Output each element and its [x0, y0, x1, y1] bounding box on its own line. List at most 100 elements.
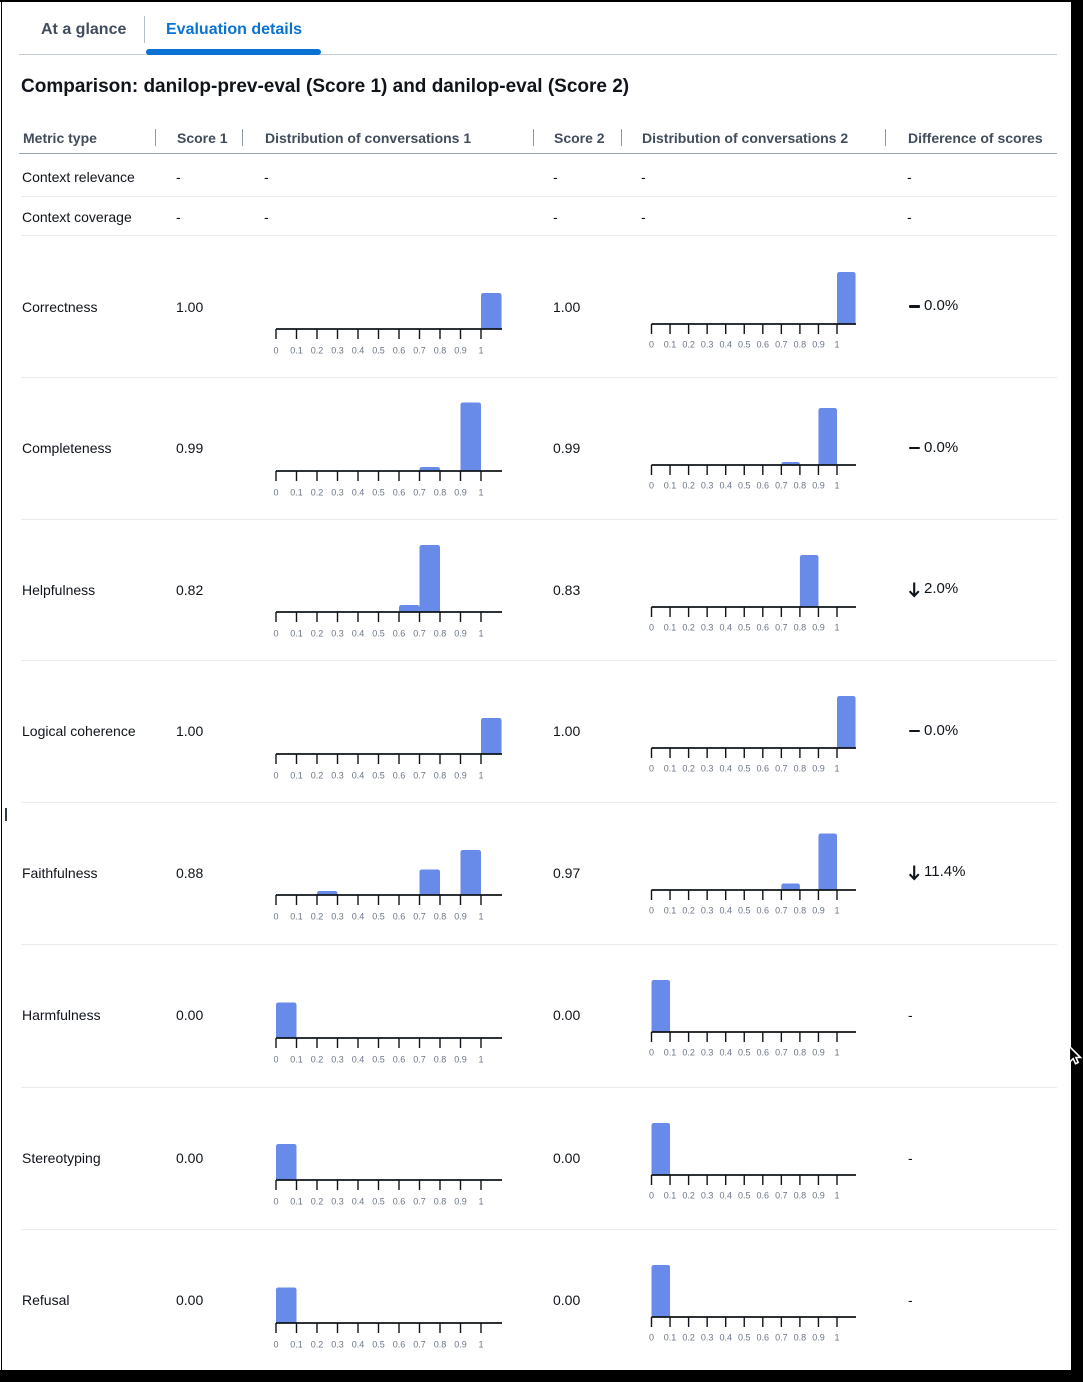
svg-text:0.2: 0.2	[311, 770, 324, 780]
svg-text:0.9: 0.9	[454, 1197, 467, 1207]
svg-text:0: 0	[273, 912, 278, 922]
svg-text:0: 0	[649, 764, 654, 774]
svg-text:0.1: 0.1	[290, 770, 303, 780]
svg-text:0.3: 0.3	[701, 481, 714, 491]
svg-text:1: 1	[478, 1197, 483, 1207]
svg-text:1: 1	[478, 629, 483, 639]
svg-text:1: 1	[478, 770, 483, 780]
svg-text:0.2: 0.2	[311, 1197, 324, 1207]
svg-text:0.6: 0.6	[393, 346, 406, 356]
svg-text:0.1: 0.1	[290, 1197, 303, 1207]
svg-text:0.5: 0.5	[372, 912, 385, 922]
svg-text:0.2: 0.2	[311, 912, 324, 922]
svg-text:0.3: 0.3	[331, 1339, 344, 1349]
svg-text:0.3: 0.3	[331, 487, 344, 497]
svg-text:0: 0	[649, 1048, 654, 1058]
svg-text:0.1: 0.1	[664, 481, 677, 491]
svg-text:0.1: 0.1	[290, 912, 303, 922]
svg-text:0: 0	[273, 770, 278, 780]
svg-text:0.1: 0.1	[664, 905, 677, 915]
svg-text:0.4: 0.4	[352, 1054, 365, 1064]
svg-text:0.2: 0.2	[682, 905, 695, 915]
svg-text:0.3: 0.3	[701, 905, 714, 915]
svg-text:0.8: 0.8	[794, 1190, 807, 1200]
svg-text:0: 0	[273, 629, 278, 639]
svg-text:1: 1	[834, 764, 839, 774]
svg-text:0.8: 0.8	[794, 1333, 807, 1343]
svg-text:0.1: 0.1	[664, 622, 677, 632]
svg-text:0.1: 0.1	[290, 346, 303, 356]
svg-text:0: 0	[649, 339, 654, 349]
svg-text:0.5: 0.5	[738, 622, 751, 632]
svg-text:0.6: 0.6	[393, 1197, 406, 1207]
svg-text:0.2: 0.2	[682, 481, 695, 491]
svg-text:0.4: 0.4	[719, 622, 732, 632]
svg-text:0.3: 0.3	[701, 339, 714, 349]
svg-text:0.1: 0.1	[290, 487, 303, 497]
svg-text:0.2: 0.2	[311, 487, 324, 497]
svg-text:0.9: 0.9	[812, 481, 825, 491]
svg-text:0.1: 0.1	[664, 1190, 677, 1200]
svg-text:1: 1	[834, 622, 839, 632]
svg-text:0.9: 0.9	[812, 339, 825, 349]
svg-text:0.7: 0.7	[775, 764, 788, 774]
svg-text:0.8: 0.8	[434, 1339, 447, 1349]
svg-text:0.4: 0.4	[352, 1197, 365, 1207]
svg-text:0.6: 0.6	[393, 487, 406, 497]
svg-text:0.4: 0.4	[352, 346, 365, 356]
svg-text:0.8: 0.8	[794, 481, 807, 491]
svg-text:0.2: 0.2	[682, 1190, 695, 1200]
svg-text:0.6: 0.6	[757, 1333, 770, 1343]
svg-text:0.9: 0.9	[812, 622, 825, 632]
svg-text:0.7: 0.7	[413, 770, 426, 780]
svg-text:0.4: 0.4	[352, 912, 365, 922]
svg-text:0.7: 0.7	[413, 1054, 426, 1064]
svg-text:0: 0	[649, 481, 654, 491]
svg-text:0.4: 0.4	[719, 764, 732, 774]
svg-text:0.5: 0.5	[738, 764, 751, 774]
svg-text:0.9: 0.9	[454, 1054, 467, 1064]
svg-text:0.6: 0.6	[393, 1339, 406, 1349]
svg-text:0.9: 0.9	[454, 487, 467, 497]
svg-text:0.1: 0.1	[664, 1333, 677, 1343]
svg-text:0.8: 0.8	[434, 629, 447, 639]
svg-text:0.3: 0.3	[331, 1197, 344, 1207]
svg-text:0.5: 0.5	[372, 1339, 385, 1349]
svg-text:0.6: 0.6	[757, 905, 770, 915]
svg-text:1: 1	[478, 346, 483, 356]
svg-text:0: 0	[273, 1054, 278, 1064]
svg-text:0.7: 0.7	[413, 1197, 426, 1207]
svg-text:1: 1	[834, 339, 839, 349]
svg-text:0.1: 0.1	[664, 1048, 677, 1058]
svg-text:0.6: 0.6	[757, 1048, 770, 1058]
svg-text:0.7: 0.7	[775, 339, 788, 349]
svg-text:0.9: 0.9	[812, 905, 825, 915]
svg-text:0.9: 0.9	[454, 770, 467, 780]
svg-text:0.3: 0.3	[331, 346, 344, 356]
svg-text:0: 0	[273, 346, 278, 356]
svg-text:0.7: 0.7	[775, 1190, 788, 1200]
svg-text:0.8: 0.8	[434, 1054, 447, 1064]
svg-text:0.4: 0.4	[719, 339, 732, 349]
svg-text:0.6: 0.6	[757, 339, 770, 349]
svg-text:1: 1	[478, 1339, 483, 1349]
svg-text:0.7: 0.7	[413, 629, 426, 639]
svg-text:0.4: 0.4	[352, 629, 365, 639]
svg-text:0.3: 0.3	[701, 764, 714, 774]
svg-text:0.9: 0.9	[812, 1048, 825, 1058]
svg-text:0.4: 0.4	[719, 1190, 732, 1200]
svg-text:0.3: 0.3	[331, 912, 344, 922]
svg-text:0.5: 0.5	[372, 346, 385, 356]
svg-text:0.9: 0.9	[812, 1333, 825, 1343]
svg-text:0: 0	[649, 1333, 654, 1343]
svg-text:0.5: 0.5	[738, 1333, 751, 1343]
svg-text:0.7: 0.7	[775, 1333, 788, 1343]
svg-text:0.8: 0.8	[794, 1048, 807, 1058]
svg-text:0.1: 0.1	[290, 1054, 303, 1064]
svg-text:0.5: 0.5	[738, 1048, 751, 1058]
svg-text:0: 0	[649, 905, 654, 915]
svg-text:0.5: 0.5	[738, 905, 751, 915]
svg-text:0.3: 0.3	[701, 1190, 714, 1200]
svg-text:0.2: 0.2	[682, 764, 695, 774]
svg-text:0.7: 0.7	[413, 1339, 426, 1349]
